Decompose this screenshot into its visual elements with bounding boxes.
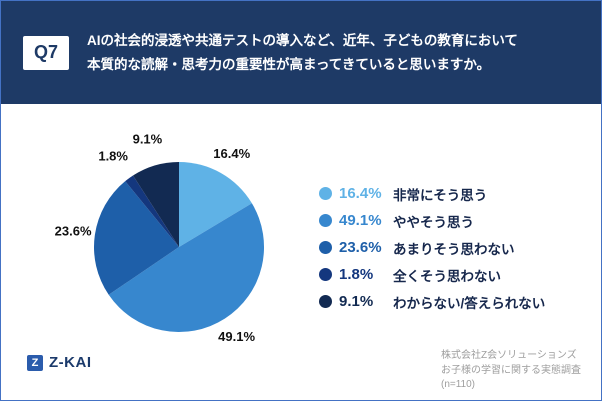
pie-chart: 16.4% 49.1% 23.6% 1.8% 9.1% bbox=[9, 109, 349, 371]
pie-value-label: 9.1% bbox=[133, 132, 163, 147]
legend-label: ややそう思う bbox=[393, 214, 474, 230]
legend-item: 49.1% ややそう思う bbox=[319, 211, 545, 230]
source-line: (n=110) bbox=[441, 379, 476, 390]
legend-item: 9.1% わからない/答えられない bbox=[319, 292, 545, 311]
legend-value: 49.1% bbox=[339, 212, 382, 229]
pie-value-label: 1.8% bbox=[98, 148, 128, 163]
question-header: Q7 AIの社会的浸透や共通テストの導入など、近年、子どもの教育において本質的な… bbox=[1, 1, 601, 104]
legend-dot bbox=[319, 295, 332, 308]
legend-item: 1.8% 全くそう思わない bbox=[319, 265, 545, 284]
legend-value: 9.1% bbox=[339, 293, 374, 310]
pie-slice bbox=[125, 175, 179, 247]
legend-label: あまりそう思わない bbox=[393, 241, 515, 257]
zkai-logo: Z Z-KAI bbox=[27, 354, 92, 371]
legend-value: 16.4% bbox=[339, 185, 382, 202]
question-number-badge: Q7 bbox=[23, 35, 69, 70]
zkai-logo-text: Z-KAI bbox=[49, 354, 92, 371]
survey-source-note: 株式会社Z会ソリューションズ お子様の学習に関する実態調査 (n=110) bbox=[441, 349, 581, 393]
legend-dot bbox=[319, 268, 332, 281]
legend-item: 23.6% あまりそう思わない bbox=[319, 238, 545, 257]
pie-slice bbox=[108, 203, 265, 333]
pie-slice bbox=[179, 162, 252, 247]
legend-dot bbox=[319, 241, 332, 254]
pie-chart-svg: 16.4% 49.1% 23.6% 1.8% 9.1% bbox=[55, 132, 265, 344]
legend-value: 23.6% bbox=[339, 239, 382, 256]
zkai-logo-icon: Z bbox=[27, 354, 43, 371]
chart-legend: 16.4% 非常にそう思う 49.1% ややそう思う 23.6% あまりそう思わない 1.8… bbox=[319, 184, 545, 319]
legend-item: 16.4% 非常にそう思う bbox=[319, 184, 545, 203]
pie-value-label: 23.6% bbox=[55, 224, 92, 239]
legend-label: 非常にそう思う bbox=[393, 187, 488, 203]
pie-value-label: 16.4% bbox=[213, 146, 250, 161]
legend-dot bbox=[319, 214, 332, 227]
source-line: お子様の学習に関する実態調査 bbox=[441, 364, 581, 376]
legend-value: 1.8% bbox=[339, 266, 374, 283]
source-line: 株式会社Z会ソリューションズ bbox=[441, 350, 577, 361]
pie-slice bbox=[94, 181, 179, 295]
legend-dot bbox=[319, 187, 332, 200]
legend-label: 全くそう思わない bbox=[393, 268, 501, 284]
legend-label: わからない/答えられない bbox=[393, 295, 546, 311]
pie-value-label: 49.1% bbox=[218, 329, 255, 344]
pie-slice bbox=[133, 162, 179, 247]
question-text: AIの社会的浸透や共通テストの導入など、近年、子どもの教育において本質的な読解・… bbox=[87, 32, 518, 72]
